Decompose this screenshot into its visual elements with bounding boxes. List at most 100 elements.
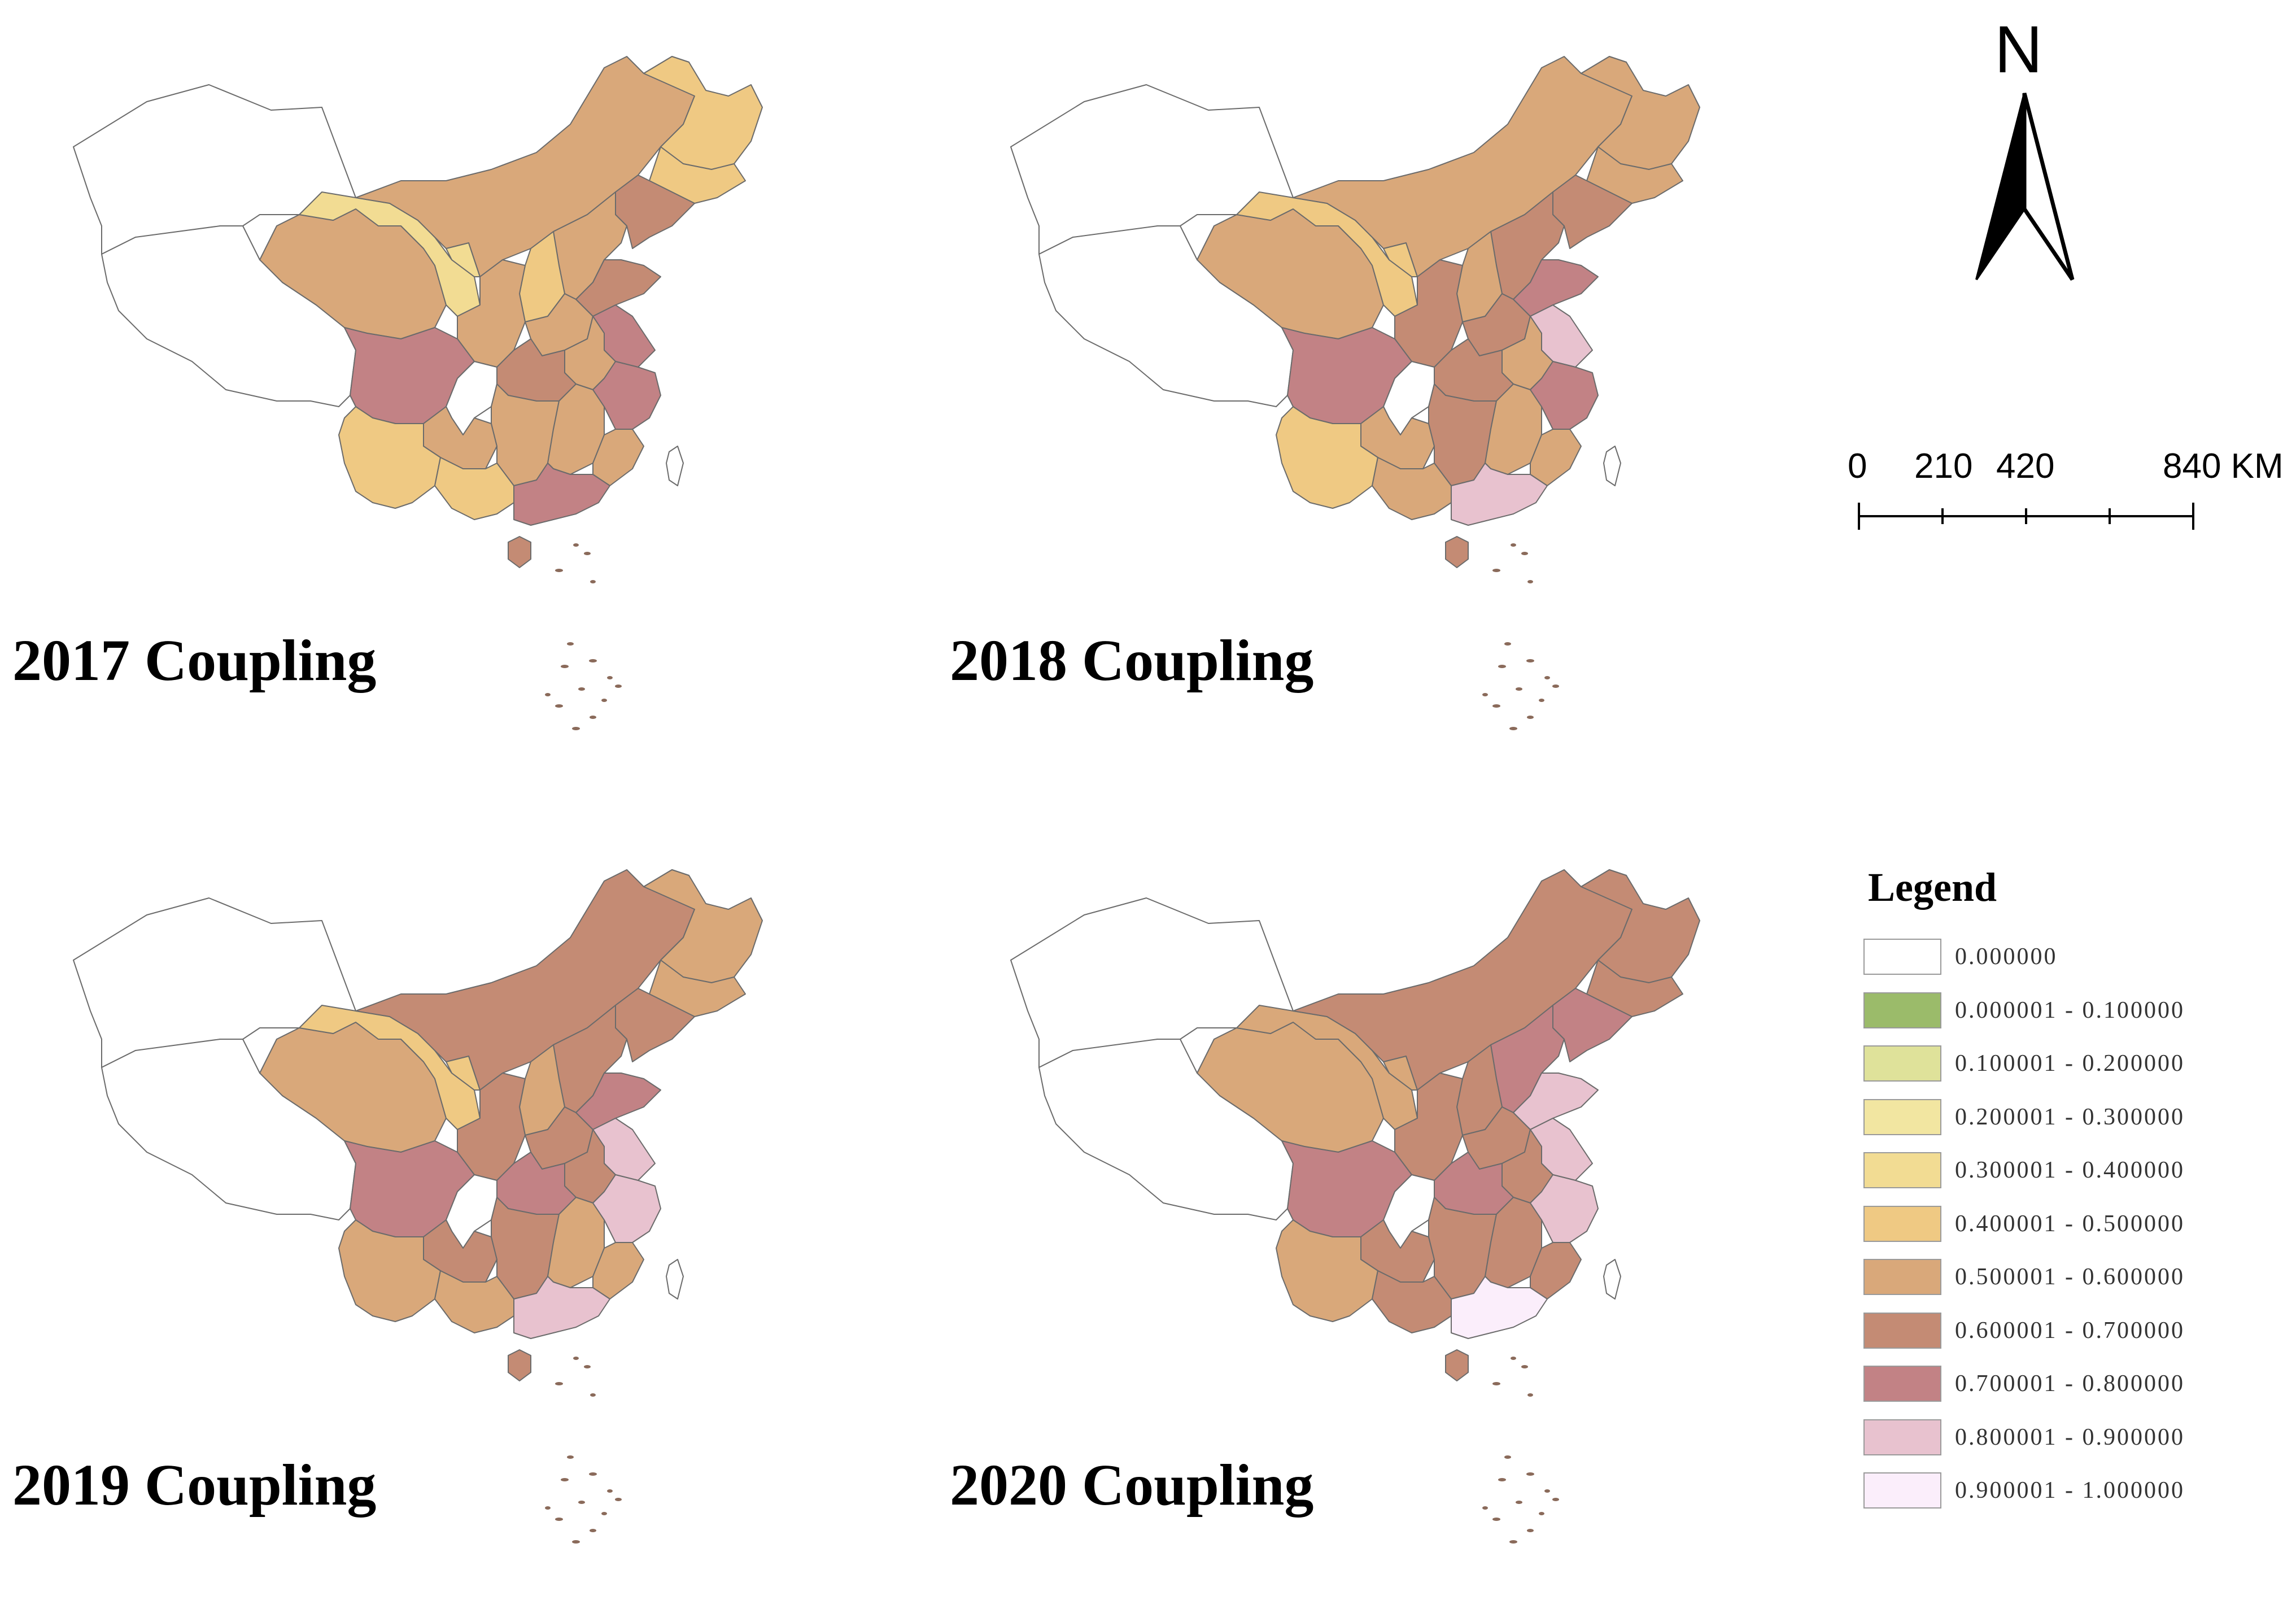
panel-title: 2018 Coupling <box>950 628 1314 693</box>
island-mark <box>1527 716 1534 719</box>
province-hi <box>508 1349 531 1381</box>
scale-label: 840 KM <box>2163 447 2284 486</box>
legend-item: 0.500001 - 0.600000 <box>1863 1250 2293 1304</box>
island-mark <box>590 716 596 719</box>
island-mark <box>1511 543 1516 547</box>
island-mark <box>1498 1478 1506 1481</box>
province-zj <box>1530 361 1599 430</box>
province-yn <box>1276 1219 1378 1322</box>
map-panel-2018: 2018 Coupling <box>937 0 1852 779</box>
legend-swatch <box>1863 1366 1941 1402</box>
legend-item: 0.000000 <box>1863 930 2293 984</box>
panel-title: 2020 Coupling <box>950 1453 1314 1518</box>
map-panel-2020: 2020 Coupling <box>937 813 1852 1600</box>
legend-label: 0.400001 - 0.500000 <box>1955 1210 2185 1237</box>
island-mark <box>590 580 596 583</box>
island-mark <box>1552 685 1559 688</box>
island-mark <box>584 552 591 555</box>
island-mark <box>1544 1489 1550 1493</box>
province-hl <box>643 869 763 983</box>
island-mark <box>601 1512 607 1515</box>
legend-swatch <box>1863 1098 1941 1135</box>
island-mark <box>590 1529 596 1532</box>
province-fj <box>592 429 644 486</box>
province-xj <box>1010 897 1294 1068</box>
island-mark <box>1482 693 1488 696</box>
island-mark <box>1498 665 1506 668</box>
panel-title: 2017 Coupling <box>12 628 377 693</box>
legend-label: 0.500001 - 0.600000 <box>1955 1264 2185 1291</box>
island-mark <box>578 687 585 691</box>
province-hl <box>1581 56 1700 170</box>
island-mark <box>555 569 563 572</box>
province-tw <box>1603 1259 1621 1300</box>
legend-swatch <box>1863 939 1941 975</box>
province-hi <box>508 536 531 568</box>
island-mark <box>607 1489 613 1493</box>
choropleth-map <box>1010 869 1700 1544</box>
legend-label: 0.800001 - 0.900000 <box>1955 1424 2185 1450</box>
province-gd <box>1451 1276 1548 1339</box>
province-hi <box>1445 1349 1469 1381</box>
island-mark <box>545 1506 551 1510</box>
island-mark <box>1521 552 1528 555</box>
island-mark <box>572 727 580 730</box>
choropleth-map <box>1010 56 1700 730</box>
province-gd <box>1451 463 1548 526</box>
province-yn <box>338 406 441 509</box>
island-mark <box>561 1478 569 1481</box>
legend-label: 0.600001 - 0.700000 <box>1955 1317 2185 1344</box>
island-mark <box>615 685 622 688</box>
legend-item: 0.000001 - 0.100000 <box>1863 984 2293 1037</box>
province-yn <box>1276 406 1378 509</box>
island-mark <box>1509 1540 1517 1544</box>
legend-swatch <box>1863 1312 1941 1349</box>
island-mark <box>573 1357 579 1360</box>
legend-label: 0.300001 - 0.400000 <box>1955 1157 2185 1184</box>
north-arrow-icon <box>1975 93 2075 281</box>
north-arrow: N <box>1959 11 2106 288</box>
island-mark <box>1482 1506 1488 1510</box>
island-mark <box>1492 569 1500 572</box>
island-mark <box>584 1365 591 1368</box>
island-mark <box>1552 1498 1559 1501</box>
scale-label: 420 <box>1996 447 2055 486</box>
legend-swatch <box>1863 1419 1941 1455</box>
island-mark <box>615 1498 622 1501</box>
legend-swatch <box>1863 1152 1941 1189</box>
legend-title: Legend <box>1868 865 1997 910</box>
island-mark <box>589 1472 597 1476</box>
island-mark <box>1492 1518 1500 1521</box>
province-tw <box>666 1259 684 1300</box>
island-mark <box>1521 1365 1528 1368</box>
legend-item: 0.700001 - 0.800000 <box>1863 1357 2293 1411</box>
legend-item: 0.200001 - 0.300000 <box>1863 1091 2293 1144</box>
legend-label: 0.700001 - 0.800000 <box>1955 1371 2185 1397</box>
legend-item: 0.300001 - 0.400000 <box>1863 1144 2293 1197</box>
choropleth-map <box>73 869 763 1544</box>
island-mark <box>545 693 551 696</box>
province-hl <box>643 56 763 170</box>
island-mark <box>1504 642 1511 646</box>
province-fj <box>1530 1242 1582 1300</box>
map-panel-2019: 2019 Coupling <box>0 813 915 1600</box>
island-mark <box>555 1382 563 1385</box>
island-mark <box>607 676 613 679</box>
island-mark <box>1527 1529 1534 1532</box>
choropleth-map <box>73 56 763 730</box>
island-mark <box>589 659 597 662</box>
island-mark <box>590 1393 596 1397</box>
scale-label: 210 <box>1914 447 1973 486</box>
legend-label: 0.000001 - 0.100000 <box>1955 997 2185 1023</box>
province-fj <box>1530 429 1582 486</box>
scale-label: 0 <box>1848 447 1867 486</box>
scale-line <box>1858 503 2194 530</box>
legend-swatch <box>1863 1045 1941 1082</box>
province-gd <box>513 1276 610 1339</box>
province-xj <box>73 84 356 255</box>
island-mark <box>1539 699 1544 702</box>
island-mark <box>1516 687 1522 691</box>
island-mark <box>1492 1382 1500 1385</box>
legend-item: 0.400001 - 0.500000 <box>1863 1197 2293 1251</box>
province-zj <box>1530 1174 1599 1243</box>
